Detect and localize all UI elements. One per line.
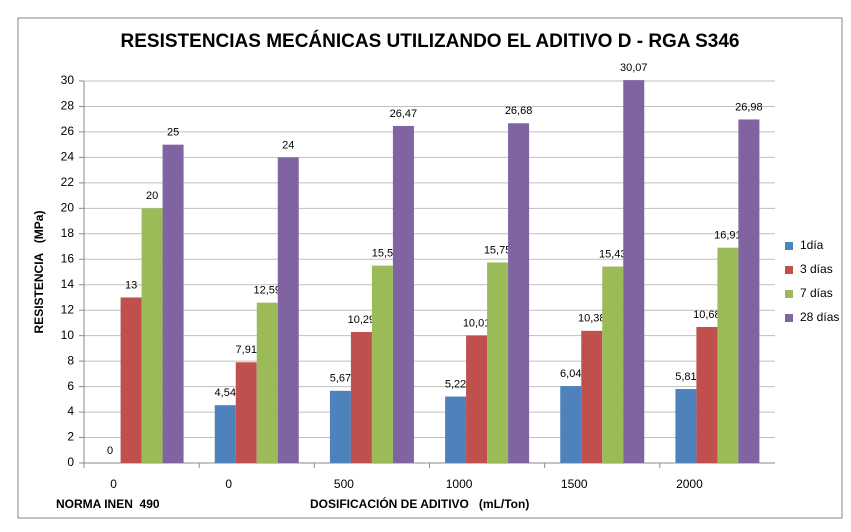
legend-label: 3 días: [800, 262, 833, 276]
x-tick-label: 1000: [446, 477, 473, 491]
bar: [214, 405, 236, 463]
bar: [371, 265, 393, 463]
bar: [508, 123, 530, 464]
value-label: 12,59: [253, 285, 281, 297]
value-label: 15,5: [372, 248, 393, 260]
legend-label: 7 días: [800, 286, 833, 300]
value-label: 26,68: [505, 105, 533, 117]
value-label: 6,04: [560, 368, 581, 380]
bar: [256, 302, 278, 463]
bar: [696, 327, 718, 463]
bar: [602, 266, 624, 463]
value-label: 5,81: [675, 371, 696, 383]
value-label: 5,22: [445, 378, 466, 390]
bar: [277, 157, 299, 463]
bar: [120, 297, 142, 463]
y-tick-label: 18: [61, 226, 75, 240]
value-label: 26,47: [390, 108, 418, 120]
x-tick-label: 1500: [561, 477, 588, 491]
y-tick-label: 0: [67, 455, 74, 469]
value-label: 0: [107, 445, 113, 457]
y-tick-label: 16: [61, 251, 75, 265]
x-tick-label: 2000: [676, 477, 703, 491]
value-label: 20: [146, 190, 158, 202]
bar: [235, 362, 257, 463]
y-axis-label: RESISTENCIA (MPa): [32, 211, 46, 334]
bar: [445, 396, 467, 463]
bar: [466, 335, 488, 463]
value-label: 30,07: [620, 62, 648, 74]
value-label: 24: [282, 139, 294, 151]
value-label: 13: [125, 279, 137, 291]
value-label: 16,91: [714, 230, 742, 242]
value-label: 15,75: [484, 244, 512, 256]
x-tick-label: 0: [110, 477, 117, 491]
annotation: NORMA INEN 490: [56, 497, 160, 511]
value-label: 26,98: [735, 101, 763, 113]
y-tick-label: 10: [61, 328, 75, 342]
legend-label: 1día: [800, 238, 824, 252]
bar: [623, 80, 645, 463]
bar: [560, 386, 582, 463]
bar: [392, 125, 414, 463]
bar: [141, 208, 163, 463]
y-tick-label: 8: [67, 353, 74, 367]
value-label: 7,91: [236, 344, 257, 356]
legend-swatch: [785, 242, 793, 250]
y-tick-label: 24: [61, 150, 75, 164]
value-label: 5,67: [330, 373, 351, 385]
x-tick-label: 0: [225, 477, 232, 491]
y-tick-label: 2: [67, 430, 74, 444]
value-label: 10,38: [578, 313, 606, 325]
x-axis-label: DOSIFICACIÓN DE ADITIVO (mL/Ton): [310, 496, 529, 511]
y-tick-label: 26: [61, 124, 75, 138]
legend-swatch: [785, 266, 793, 274]
value-label: 10,29: [348, 314, 376, 326]
x-tick-label: 500: [334, 477, 354, 491]
y-tick-label: 14: [61, 277, 75, 291]
y-tick-label: 22: [61, 175, 75, 189]
y-tick-label: 30: [61, 73, 75, 87]
legend-swatch: [785, 314, 793, 322]
bar: [487, 262, 509, 463]
bar: [329, 390, 351, 463]
value-label: 25: [167, 127, 179, 139]
legend-label: 28 días: [800, 310, 839, 324]
value-label: 15,43: [599, 248, 627, 260]
bar: [717, 247, 739, 463]
bar: [350, 331, 372, 463]
bar: [162, 144, 184, 463]
bar: [675, 389, 697, 463]
y-tick-label: 4: [67, 404, 74, 418]
value-label: 10,68: [693, 309, 721, 321]
y-tick-label: 6: [67, 379, 74, 393]
y-tick-label: 12: [61, 302, 75, 316]
value-label: 10,01: [463, 317, 491, 329]
y-tick-label: 28: [61, 99, 75, 113]
value-label: 4,54: [215, 387, 236, 399]
bar: [581, 330, 603, 463]
y-tick-label: 20: [61, 201, 75, 215]
chart-title: RESISTENCIAS MECÁNICAS UTILIZANDO EL ADI…: [121, 30, 740, 52]
legend-swatch: [785, 290, 793, 298]
bar: [738, 119, 760, 464]
